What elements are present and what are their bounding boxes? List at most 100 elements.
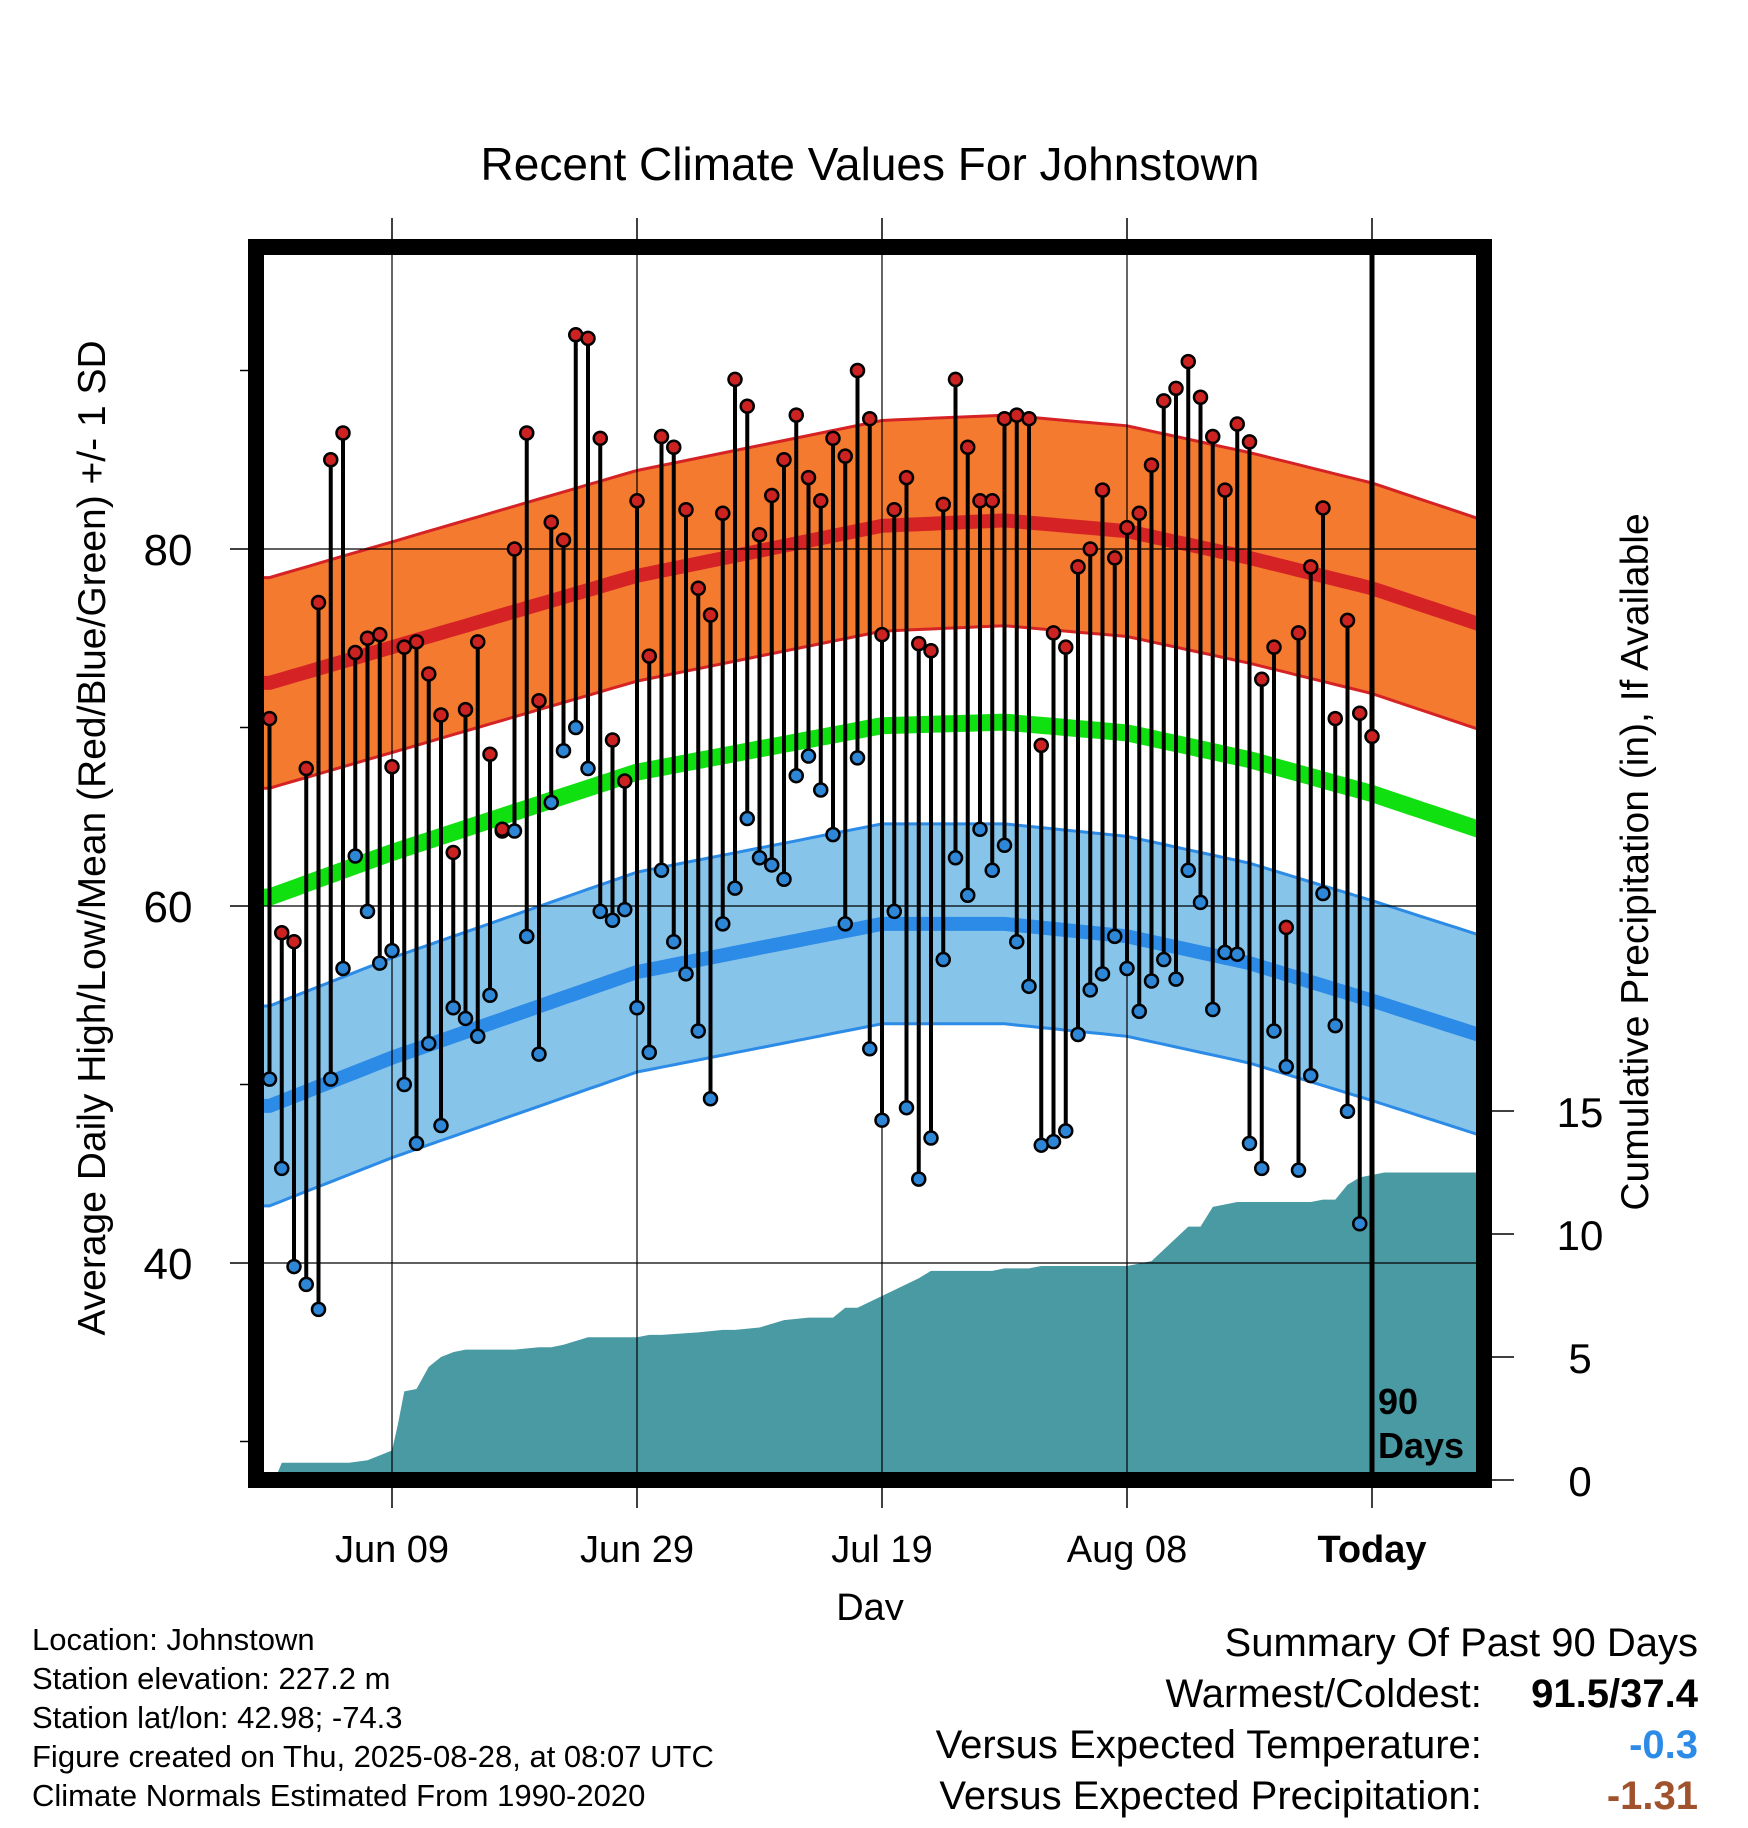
plot-area — [256, 0, 1484, 1480]
daily-low-point — [617, 901, 633, 918]
daily-high-point — [1327, 710, 1343, 727]
daily-high-point — [1082, 541, 1098, 557]
daily-high-point — [1364, 728, 1380, 745]
daily-low-point — [813, 782, 829, 798]
daily-high-point — [372, 626, 388, 643]
daily-high-point — [1009, 407, 1025, 423]
daily-high-point — [274, 925, 290, 941]
daily-low-point — [1266, 1023, 1282, 1039]
daily-low-point — [641, 1044, 657, 1061]
daily-high-point — [1033, 737, 1049, 754]
daily-low-point — [1327, 1017, 1343, 1034]
daily-high-point — [947, 371, 964, 388]
daily-high-point — [1339, 612, 1356, 629]
daily-high-point — [592, 430, 608, 447]
daily-low-point — [1033, 1137, 1049, 1153]
daily-high-point — [702, 607, 719, 623]
daily-low-point — [923, 1130, 939, 1146]
daily-low-point — [555, 742, 572, 759]
daily-low-point — [1070, 1026, 1086, 1043]
daily-low-point — [727, 880, 743, 896]
daily-low-point — [1278, 1058, 1294, 1075]
daily-low-point — [776, 871, 792, 887]
daily-low-point — [849, 750, 866, 766]
daily-low-point — [1192, 894, 1209, 911]
daily-high-point — [323, 452, 339, 468]
daily-low-point — [384, 942, 400, 959]
daily-low-point — [996, 837, 1013, 854]
daily-low-point — [445, 999, 461, 1016]
y-tick-label: 60 — [144, 883, 193, 932]
daily-low-point — [1339, 1103, 1356, 1120]
daily-low-point — [433, 1117, 449, 1134]
daily-high-point — [445, 844, 461, 861]
daily-high-point — [960, 439, 976, 456]
daily-low-point — [678, 966, 694, 982]
daily-high-point — [825, 430, 841, 447]
daily-high-point — [1205, 428, 1221, 445]
daily-low-point — [1143, 973, 1160, 989]
daily-low-point — [1315, 885, 1331, 902]
window-label-line1: 90 — [1378, 1381, 1418, 1422]
daily-low-point — [568, 719, 584, 736]
daily-high-point — [886, 501, 902, 518]
daily-low-point — [1366, 0, 1379, 7]
daily-high-point — [1119, 519, 1135, 536]
daily-low-point — [800, 748, 817, 764]
y2-tick-label: 10 — [1557, 1212, 1604, 1259]
daily-high-point — [1217, 482, 1233, 498]
daily-low-point — [1021, 978, 1037, 995]
daily-high-point — [641, 648, 657, 664]
x-tick-label: Today — [1317, 1529, 1426, 1571]
y2-axis-label: Cumulative Precipitation (in), If Availa… — [1614, 513, 1657, 1210]
y2-tick-label: 15 — [1557, 1089, 1604, 1136]
daily-low-point — [715, 916, 731, 932]
elevation-text: Station elevation: 227.2 m — [32, 1661, 391, 1696]
daily-high-point — [531, 692, 547, 709]
daily-high-point — [1290, 625, 1307, 641]
daily-low-point — [604, 912, 621, 929]
daily-low-point — [1254, 1160, 1270, 1177]
daily-high-point — [690, 580, 706, 597]
daily-high-point — [751, 526, 768, 543]
daily-high-point — [935, 496, 951, 513]
daily-low-point — [1229, 946, 1245, 962]
daily-low-point — [874, 1112, 890, 1128]
daily-high-point — [739, 398, 755, 414]
daily-low-point — [984, 862, 1000, 879]
x-tick-label: Jun 09 — [335, 1529, 449, 1571]
daily-high-point — [1131, 505, 1147, 522]
precipitation-departure-label: Versus Expected Precipitation: — [939, 1774, 1482, 1818]
daily-high-point — [629, 493, 645, 509]
daily-high-point — [335, 425, 351, 441]
daily-low-point — [543, 794, 559, 811]
daily-low-point — [1156, 951, 1172, 968]
daily-high-point — [555, 532, 572, 548]
daily-high-point — [494, 821, 510, 837]
daily-high-point — [568, 327, 584, 343]
warmest-coldest-label: Warmest/Coldest: — [1165, 1672, 1482, 1716]
daily-high-point — [286, 933, 302, 950]
temperature-departure-row: Versus Expected Temperature: -0.3 — [936, 1720, 1698, 1771]
daily-low-point — [1119, 960, 1135, 977]
daily-low-point — [653, 862, 670, 879]
daily-high-point — [776, 452, 792, 468]
daily-low-point — [1205, 1001, 1221, 1018]
daily-low-point — [286, 1258, 302, 1275]
daily-low-point — [457, 1010, 474, 1027]
daily-low-point — [629, 999, 645, 1016]
daily-high-point — [1266, 639, 1282, 655]
x-tick-label: Jun 29 — [580, 1529, 694, 1571]
y2-tick-label: 5 — [1568, 1335, 1591, 1382]
daily-low-point — [1241, 1135, 1258, 1152]
y-tick-label: 40 — [144, 1240, 193, 1289]
daily-high-point — [298, 760, 314, 777]
daily-high-point — [849, 362, 866, 379]
daily-high-point — [813, 493, 829, 509]
daily-low-point — [580, 760, 596, 777]
daily-high-point — [1156, 393, 1172, 409]
daily-high-point — [911, 635, 927, 652]
daily-high-point — [678, 501, 694, 518]
normals-text: Climate Normals Estimated From 1990-2020 — [32, 1778, 646, 1813]
